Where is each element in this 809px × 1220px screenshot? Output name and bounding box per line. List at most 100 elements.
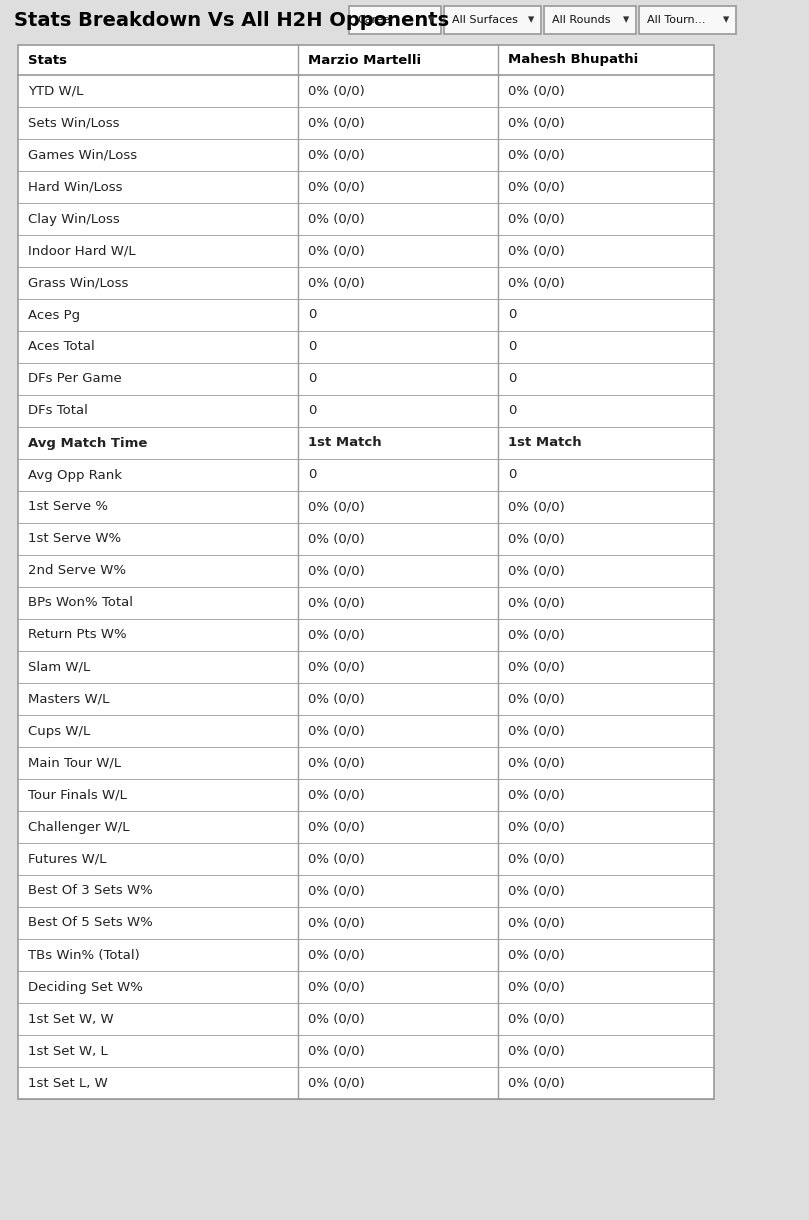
Text: Hard Win/Loss: Hard Win/Loss <box>28 181 122 194</box>
Text: 0% (0/0): 0% (0/0) <box>508 1076 565 1089</box>
Text: 0: 0 <box>308 468 316 482</box>
Text: BPs Won% Total: BPs Won% Total <box>28 597 133 610</box>
Text: 0% (0/0): 0% (0/0) <box>308 181 365 194</box>
Text: 0% (0/0): 0% (0/0) <box>508 788 565 802</box>
Text: Avg Opp Rank: Avg Opp Rank <box>28 468 122 482</box>
Text: 1st Set W, W: 1st Set W, W <box>28 1013 113 1026</box>
Text: ▾: ▾ <box>723 13 729 27</box>
Text: 0% (0/0): 0% (0/0) <box>308 244 365 257</box>
Text: Best Of 5 Sets W%: Best Of 5 Sets W% <box>28 916 153 930</box>
Text: 1st Set L, W: 1st Set L, W <box>28 1076 108 1089</box>
Text: 0% (0/0): 0% (0/0) <box>508 532 565 545</box>
Text: ▾: ▾ <box>528 13 534 27</box>
Text: 0% (0/0): 0% (0/0) <box>508 244 565 257</box>
Text: 0% (0/0): 0% (0/0) <box>308 981 365 993</box>
Text: Cups W/L: Cups W/L <box>28 725 91 738</box>
Text: 0% (0/0): 0% (0/0) <box>508 84 565 98</box>
Text: 0% (0/0): 0% (0/0) <box>508 884 565 898</box>
Text: 0: 0 <box>308 309 316 322</box>
Text: DFs Per Game: DFs Per Game <box>28 372 121 386</box>
Text: Deciding Set W%: Deciding Set W% <box>28 981 143 993</box>
Text: 0% (0/0): 0% (0/0) <box>308 660 365 673</box>
Text: 0% (0/0): 0% (0/0) <box>508 1013 565 1026</box>
Text: Slam W/L: Slam W/L <box>28 660 91 673</box>
Text: 0% (0/0): 0% (0/0) <box>508 821 565 833</box>
Text: All Rounds: All Rounds <box>552 15 611 24</box>
Text: 0% (0/0): 0% (0/0) <box>508 756 565 770</box>
Text: DFs Total: DFs Total <box>28 405 88 417</box>
Text: 0: 0 <box>508 468 516 482</box>
Text: 1st Serve W%: 1st Serve W% <box>28 532 121 545</box>
Text: 0% (0/0): 0% (0/0) <box>308 500 365 514</box>
Text: 0% (0/0): 0% (0/0) <box>508 693 565 705</box>
Text: 0% (0/0): 0% (0/0) <box>308 277 365 289</box>
Text: 0% (0/0): 0% (0/0) <box>308 1044 365 1058</box>
Text: 1st Match: 1st Match <box>308 437 382 449</box>
Text: 0% (0/0): 0% (0/0) <box>508 628 565 642</box>
Text: TBs Win% (Total): TBs Win% (Total) <box>28 948 140 961</box>
Text: 0% (0/0): 0% (0/0) <box>508 597 565 610</box>
Text: 0% (0/0): 0% (0/0) <box>308 116 365 129</box>
Text: 0% (0/0): 0% (0/0) <box>308 565 365 577</box>
FancyBboxPatch shape <box>444 6 541 34</box>
Text: 1st Match: 1st Match <box>508 437 582 449</box>
Text: 0% (0/0): 0% (0/0) <box>308 532 365 545</box>
Text: 0% (0/0): 0% (0/0) <box>308 756 365 770</box>
Text: 0% (0/0): 0% (0/0) <box>508 1044 565 1058</box>
Text: 0: 0 <box>308 372 316 386</box>
Text: 0% (0/0): 0% (0/0) <box>508 725 565 738</box>
Text: 0% (0/0): 0% (0/0) <box>308 628 365 642</box>
Text: 0% (0/0): 0% (0/0) <box>508 565 565 577</box>
Text: All Surfaces: All Surfaces <box>452 15 518 24</box>
Text: 0% (0/0): 0% (0/0) <box>508 116 565 129</box>
Text: 0% (0/0): 0% (0/0) <box>508 660 565 673</box>
Text: 0% (0/0): 0% (0/0) <box>508 948 565 961</box>
Text: 0% (0/0): 0% (0/0) <box>308 853 365 865</box>
FancyBboxPatch shape <box>544 6 636 34</box>
Text: 0: 0 <box>508 309 516 322</box>
Text: 1st Serve %: 1st Serve % <box>28 500 108 514</box>
Text: 0% (0/0): 0% (0/0) <box>308 788 365 802</box>
Text: 0: 0 <box>508 340 516 354</box>
Text: Marzio Martelli: Marzio Martelli <box>308 54 421 67</box>
Text: 0% (0/0): 0% (0/0) <box>308 149 365 161</box>
Text: Career: Career <box>357 15 394 24</box>
Text: 0% (0/0): 0% (0/0) <box>508 277 565 289</box>
Text: 2nd Serve W%: 2nd Serve W% <box>28 565 126 577</box>
Text: Grass Win/Loss: Grass Win/Loss <box>28 277 129 289</box>
Text: Games Win/Loss: Games Win/Loss <box>28 149 137 161</box>
Text: 0% (0/0): 0% (0/0) <box>308 916 365 930</box>
Text: Aces Total: Aces Total <box>28 340 95 354</box>
Text: All Tourn...: All Tourn... <box>647 15 705 24</box>
Text: 0% (0/0): 0% (0/0) <box>308 884 365 898</box>
Text: Best Of 3 Sets W%: Best Of 3 Sets W% <box>28 884 153 898</box>
Bar <box>0 0 809 41</box>
Text: 0% (0/0): 0% (0/0) <box>308 84 365 98</box>
Text: 0% (0/0): 0% (0/0) <box>308 1013 365 1026</box>
Text: 0% (0/0): 0% (0/0) <box>508 500 565 514</box>
Text: 0% (0/0): 0% (0/0) <box>308 212 365 226</box>
Text: 0% (0/0): 0% (0/0) <box>508 981 565 993</box>
Text: Return Pts W%: Return Pts W% <box>28 628 127 642</box>
Text: Futures W/L: Futures W/L <box>28 853 107 865</box>
Text: 1st Set W, L: 1st Set W, L <box>28 1044 108 1058</box>
Text: Tour Finals W/L: Tour Finals W/L <box>28 788 127 802</box>
Text: 0: 0 <box>308 340 316 354</box>
Text: 0% (0/0): 0% (0/0) <box>308 693 365 705</box>
Text: 0% (0/0): 0% (0/0) <box>308 597 365 610</box>
Text: 0% (0/0): 0% (0/0) <box>308 725 365 738</box>
Text: Stats Breakdown Vs All H2H Opponents: Stats Breakdown Vs All H2H Opponents <box>14 11 449 30</box>
Text: Challenger W/L: Challenger W/L <box>28 821 129 833</box>
Text: ▾: ▾ <box>623 13 629 27</box>
Text: ▾: ▾ <box>428 13 434 27</box>
Text: 0% (0/0): 0% (0/0) <box>308 821 365 833</box>
FancyBboxPatch shape <box>349 6 441 34</box>
Text: 0% (0/0): 0% (0/0) <box>508 916 565 930</box>
Text: Masters W/L: Masters W/L <box>28 693 109 705</box>
Text: Aces Pg: Aces Pg <box>28 309 80 322</box>
Text: Avg Match Time: Avg Match Time <box>28 437 147 449</box>
Text: 0: 0 <box>308 405 316 417</box>
Text: 0% (0/0): 0% (0/0) <box>508 181 565 194</box>
Text: Clay Win/Loss: Clay Win/Loss <box>28 212 120 226</box>
Text: 0% (0/0): 0% (0/0) <box>508 212 565 226</box>
